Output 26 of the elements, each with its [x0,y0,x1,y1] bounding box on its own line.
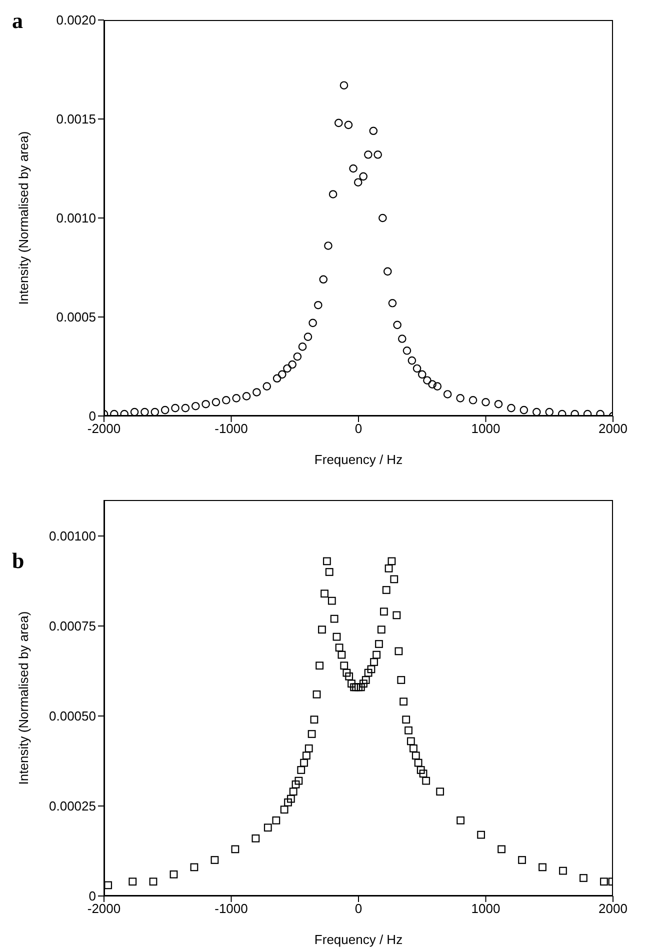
y-axis-title: Intensity (Normalised by area) [16,611,31,785]
text: b [12,548,24,574]
y-tick-label: 0 [88,408,96,424]
x-tick-label: -1000 [214,421,248,436]
x-tick-label: -1000 [214,901,248,916]
y-tick-label: 0 [88,888,96,904]
x-axis-title: Frequency / Hz [314,932,403,947]
y-tick-label: 0.00075 [49,618,96,634]
x-tick-label: 1000 [471,901,500,916]
x-tick-label: 0 [354,901,362,916]
x-tick-label: 2000 [598,901,628,916]
x-tick-label: 1000 [471,421,500,436]
x-tick-label: 0 [354,421,362,436]
y-tick-label: 0.00025 [49,798,96,814]
text: a [12,8,23,34]
y-axis-title: Intensity (Normalised by area) [16,130,32,307]
y-tick-label: 0.00050 [49,708,96,724]
y-tick-label: 0.0020 [56,12,96,28]
x-tick-label: -2000 [87,421,121,436]
y-tick-label: 0.0010 [56,210,96,226]
y-tick-label: 0.0015 [56,112,96,127]
x-axis-title: Frequency / Hz [314,452,403,467]
x-tick-label: -2000 [87,901,121,916]
y-tick-label: 0.00100 [49,528,96,544]
y-tick-label: 0.0005 [56,310,96,325]
x-tick-label: 2000 [598,421,628,436]
